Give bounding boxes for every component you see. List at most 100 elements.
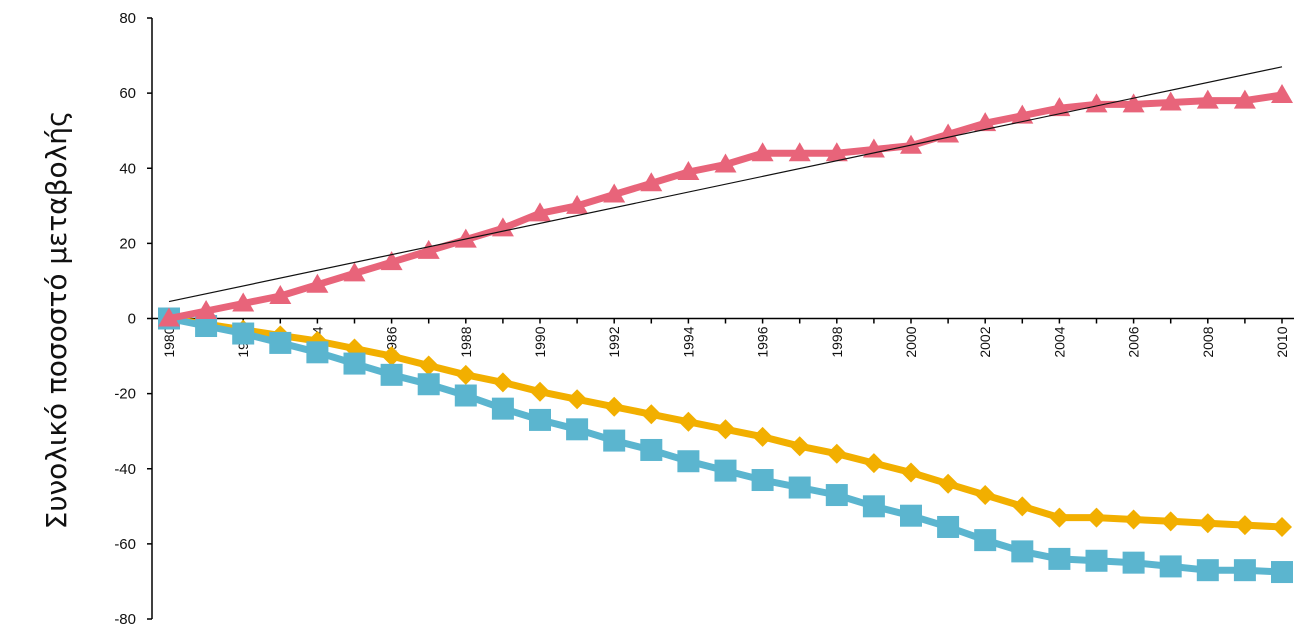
square-marker [529,408,551,431]
diamond-marker [975,485,996,506]
triangle-marker [1196,89,1219,109]
diamond-marker [1272,516,1292,537]
y-tick-label: 40 [119,160,136,177]
y-axis-label: Συνολικό ποσοστό μεταβολής [40,111,73,530]
x-tick-label: 1990 [532,326,548,357]
square-marker [380,363,403,386]
square-marker [195,315,218,338]
diamond-marker [1234,515,1255,536]
x-tick-label: 2002 [977,326,993,357]
diamond-marker [901,462,921,483]
triangle-marker [900,134,922,154]
diamond-marker [789,436,810,457]
trendline [168,66,1283,303]
square-marker [640,438,663,461]
square-marker [1271,561,1293,584]
square-marker [1122,551,1145,574]
square-marker [306,341,329,364]
square-marker [751,469,774,492]
square-marker [1159,555,1182,578]
square-marker [677,450,700,473]
diamond-marker [1049,507,1070,528]
y-tick-label: -40 [114,461,136,478]
x-tick-label: 1980 [161,326,177,357]
y-tick-label: 20 [119,235,136,252]
triangle-marker [825,142,848,162]
diamond-marker [492,372,513,393]
x-tick-label: 1998 [829,326,845,357]
trendline-layer [168,66,1283,303]
square-marker [1233,559,1256,582]
triangle-marker [974,112,997,132]
x-tick-label: 2006 [1126,326,1142,357]
square-marker [454,384,477,407]
triangle-marker [1011,104,1034,124]
triangle-marker [937,123,960,143]
y-tick-label: 0 [128,311,136,328]
diamond-marker [1086,507,1107,528]
diamond-marker [418,355,439,376]
triangle-marker [529,202,551,222]
diamond-marker [641,404,662,425]
triangle-marker [566,194,589,214]
y-tick-label: -80 [114,611,136,628]
triangle-marker [1048,97,1071,117]
x-tick-label: 1988 [458,326,474,357]
triangle-marker [195,299,218,319]
triangle-marker [862,138,885,158]
square-marker [417,373,440,396]
diamond-marker [455,364,476,385]
square-marker [1048,547,1071,570]
diamond-marker [1123,509,1144,530]
diamond-marker [604,396,625,417]
diamond-marker [752,426,773,447]
triangle-marker [343,262,366,282]
triangle-marker [491,217,514,237]
x-tick-label: 1986 [384,326,400,357]
triangle-marker [1271,84,1293,104]
triangle-marker [714,153,737,173]
diamond-marker [530,381,550,402]
series-line [165,315,1286,576]
square-marker [566,418,589,441]
x-tick-label: 1992 [606,326,622,357]
x-tick-label: 1994 [680,326,696,357]
triangle-marker [158,307,180,327]
triangle-marker [677,161,700,181]
square-marker [1011,540,1034,563]
series-layer [158,84,1293,584]
square-marker [862,495,885,518]
diamond-marker [567,389,588,410]
triangle-marker [640,172,663,192]
triangle-marker [603,183,626,203]
square-marker [603,429,626,452]
square-marker [974,529,997,552]
square-marker [491,397,514,420]
square-marker [900,504,922,527]
square-marker [269,331,292,354]
diamond-marker [863,453,884,474]
triangle-marker [751,142,774,162]
diamond-marker [1012,496,1033,517]
square-marker [937,515,960,538]
triangle-marker [232,292,255,312]
square-marker [1196,559,1219,582]
diamond-marker [826,443,847,464]
x-tick-label: 2004 [1051,326,1067,357]
series-triangle [158,84,1293,327]
y-tick-label: 80 [119,10,136,27]
square-marker [788,476,811,499]
square-marker [1085,549,1108,572]
diamond-marker [1197,513,1218,534]
triangle-marker [1122,93,1145,113]
diamond-marker [381,346,402,367]
square-marker [825,484,848,507]
triangle-marker [788,142,811,162]
triangle-marker [380,251,403,271]
square-marker [714,459,737,482]
triangle-marker [1159,91,1182,111]
x-tick-label: 2000 [903,326,919,357]
triangle-marker [1233,89,1256,109]
triangle-marker [269,284,292,304]
